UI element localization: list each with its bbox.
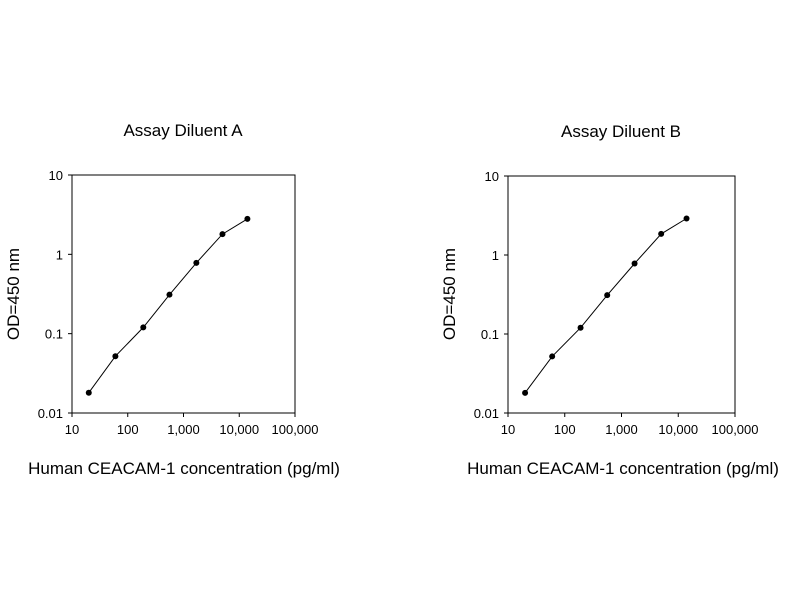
chart-a-y-axis-label: OD=450 nm bbox=[4, 248, 23, 340]
chart-b-data-point bbox=[522, 389, 529, 396]
chart-b-y-tick-label: 0.01 bbox=[474, 406, 499, 421]
chart-a-x-tick-labels: 10 100 1,000 10,000 100,000 bbox=[65, 422, 319, 437]
chart-b: Assay Diluent B 0.01 0.1 1 10 10 100 1,0… bbox=[440, 122, 779, 478]
chart-b-x-tick-label: 10,000 bbox=[658, 422, 698, 437]
chart-a-y-tick-label: 0.01 bbox=[38, 406, 63, 421]
chart-a-x-tick-label: 1,000 bbox=[167, 422, 200, 437]
chart-a-data-point bbox=[140, 324, 147, 331]
chart-a-data-point bbox=[244, 215, 251, 222]
chart-a-data-point bbox=[219, 231, 226, 238]
chart-b-ticks bbox=[504, 175, 736, 417]
chart-a-data-point bbox=[166, 291, 173, 298]
chart-a-x-tick-label: 100 bbox=[117, 422, 139, 437]
chart-b-plot-frame bbox=[507, 175, 736, 414]
chart-a-data-point bbox=[112, 353, 119, 360]
chart-b-data-point bbox=[658, 230, 665, 237]
chart-a-plot-frame bbox=[71, 174, 296, 414]
chart-b-title: Assay Diluent B bbox=[561, 122, 681, 141]
chart-a-title: Assay Diluent A bbox=[123, 121, 243, 140]
chart-b-series bbox=[522, 215, 690, 396]
chart-b-data-point bbox=[631, 260, 638, 267]
chart-a: Assay Diluent A 0.01 0.1 1 10 10 100 1,0… bbox=[4, 121, 340, 478]
chart-a-series-line bbox=[88, 218, 248, 393]
chart-b-x-tick-label: 10 bbox=[501, 422, 515, 437]
chart-b-data-point bbox=[577, 324, 584, 331]
chart-b-y-axis-label: OD=450 nm bbox=[440, 248, 459, 340]
chart-b-data-point bbox=[604, 292, 611, 299]
chart-b-data-point bbox=[549, 353, 556, 360]
chart-b-x-tick-label: 1,000 bbox=[605, 422, 638, 437]
chart-b-x-tick-labels: 10 100 1,000 10,000 100,000 bbox=[501, 422, 759, 437]
chart-a-x-tick-label: 10 bbox=[65, 422, 79, 437]
chart-b-y-tick-labels: 0.01 0.1 1 10 bbox=[474, 169, 499, 421]
chart-b-y-tick-label: 1 bbox=[492, 248, 499, 263]
chart-a-x-axis-label: Human CEACAM-1 concentration (pg/ml) bbox=[28, 459, 340, 478]
chart-b-y-tick-label: 0.1 bbox=[481, 327, 499, 342]
chart-a-data-point bbox=[85, 389, 92, 396]
chart-b-x-tick-label: 100 bbox=[554, 422, 576, 437]
chart-b-series-line bbox=[524, 218, 687, 394]
chart-b-data-point bbox=[683, 215, 690, 222]
chart-a-x-tick-label: 100,000 bbox=[272, 422, 319, 437]
chart-a-y-tick-label: 10 bbox=[49, 168, 63, 183]
chart-a-ticks bbox=[68, 174, 296, 417]
chart-a-x-tick-label: 10,000 bbox=[219, 422, 259, 437]
chart-b-y-tick-label: 10 bbox=[485, 169, 499, 184]
chart-a-y-tick-label: 0.1 bbox=[45, 327, 63, 342]
chart-b-x-axis-label: Human CEACAM-1 concentration (pg/ml) bbox=[467, 459, 779, 478]
chart-a-y-tick-label: 1 bbox=[56, 247, 63, 262]
chart-a-y-tick-labels: 0.01 0.1 1 10 bbox=[38, 168, 63, 421]
chart-a-series bbox=[85, 215, 251, 396]
chart-b-x-tick-label: 100,000 bbox=[712, 422, 759, 437]
chart-a-data-point bbox=[193, 259, 200, 266]
